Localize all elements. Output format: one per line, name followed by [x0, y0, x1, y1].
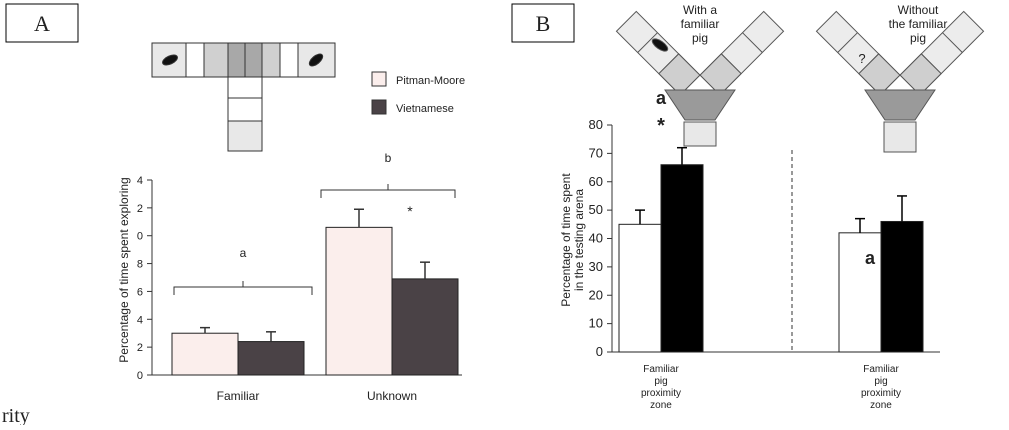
- y-tick-label: 0: [137, 370, 143, 382]
- error-bar: [266, 332, 276, 342]
- panel-label: B: [536, 11, 551, 36]
- maze-label: familiar: [681, 17, 720, 31]
- annotation: *: [407, 203, 413, 219]
- legend-label: Vietnamese: [396, 103, 454, 115]
- error-bar: [897, 196, 907, 222]
- y-tick-label: 70: [589, 145, 603, 160]
- y-tick-label: 30: [589, 259, 603, 274]
- y-tick-label: 20: [589, 287, 603, 302]
- annotation: a: [240, 246, 247, 260]
- y-tick-label: 0: [137, 231, 143, 243]
- y-tick-label: 6: [137, 286, 143, 298]
- x-tick-label: Unknown: [367, 389, 417, 403]
- annotation: a: [656, 88, 667, 108]
- bar: [326, 227, 392, 375]
- legend-swatch: [372, 100, 386, 114]
- t-maze: [152, 43, 335, 151]
- bracket: [321, 184, 455, 198]
- y-tick-label: 80: [589, 117, 603, 132]
- caption-fragment: rity: [2, 405, 30, 425]
- error-bar: [677, 148, 687, 165]
- bar: [392, 279, 458, 375]
- y-tick-label: 10: [589, 316, 603, 331]
- error-bar: [420, 262, 430, 279]
- error-bar: [200, 328, 210, 334]
- y-axis-label: Percentage of time spent exploring: [117, 177, 131, 362]
- error-bar: [354, 209, 364, 227]
- annotation: a: [865, 248, 876, 268]
- y-maze: [616, 11, 983, 152]
- y-tick-label: 4: [137, 314, 143, 326]
- y-tick-label: 2: [137, 342, 143, 354]
- bar: [661, 165, 703, 352]
- error-bar: [635, 210, 645, 224]
- y-tick-label: 60: [589, 174, 603, 189]
- y-tick-label: 4: [137, 175, 143, 187]
- y-tick-label: 2: [137, 203, 143, 215]
- y-tick-label: 8: [137, 259, 143, 271]
- figure: A B rity 02468024Percentage of time spen…: [0, 0, 1009, 425]
- bracket: [174, 281, 312, 295]
- panel-label: A: [34, 11, 50, 36]
- maze-label: the familiar: [889, 17, 948, 31]
- maze-label: Without: [898, 3, 939, 17]
- y-axis-label: in the testing arena: [572, 189, 586, 291]
- maze-label: pig: [692, 31, 708, 45]
- y-tick-label: 0: [596, 344, 603, 359]
- bar: [619, 224, 661, 352]
- bar: [881, 221, 923, 352]
- error-bar: [855, 219, 865, 233]
- bar: [238, 342, 304, 375]
- annotation: b: [385, 151, 392, 165]
- annotation: *: [657, 115, 665, 137]
- legend-label: Pitman-Moore: [396, 75, 465, 87]
- bar: [172, 333, 238, 375]
- y-tick-label: 50: [589, 202, 603, 217]
- maze-label: With a: [683, 3, 717, 17]
- x-tick-label: Familiar: [217, 389, 260, 403]
- y-tick-label: 40: [589, 231, 603, 246]
- legend-swatch: [372, 72, 386, 86]
- maze-marker: ?: [858, 51, 865, 66]
- maze-label: pig: [910, 31, 926, 45]
- y-axis-label: Percentage of time spent: [559, 173, 573, 307]
